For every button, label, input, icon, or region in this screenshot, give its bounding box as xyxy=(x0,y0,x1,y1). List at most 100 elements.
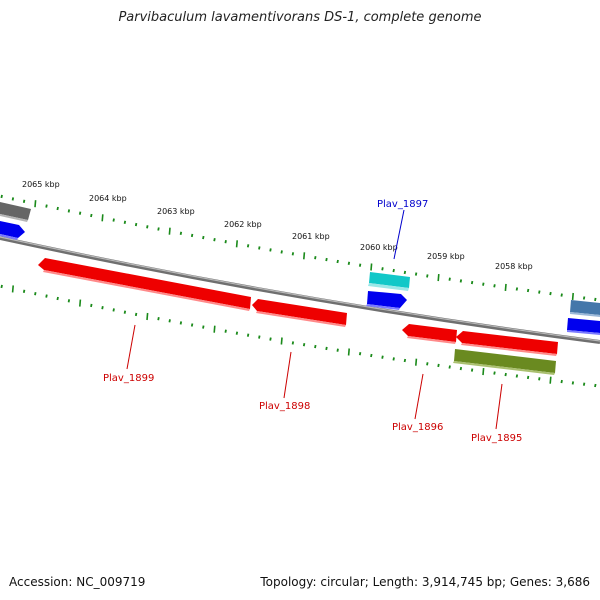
scale-tick xyxy=(258,246,261,250)
scale-tick xyxy=(426,362,429,366)
scale-tick xyxy=(392,357,395,361)
scale-label: 2062 kbp xyxy=(224,220,262,229)
gene-gray-left[interactable] xyxy=(0,202,31,222)
scale-tick xyxy=(22,199,26,203)
scale-tick xyxy=(22,289,26,293)
scale-tick xyxy=(224,240,227,244)
scale-tick xyxy=(515,374,519,378)
scale-label: 2060 kbp xyxy=(360,243,398,252)
scale-tick xyxy=(0,284,3,289)
gene-olive[interactable] xyxy=(453,349,556,375)
scale-tick xyxy=(403,270,407,275)
scale-tick xyxy=(112,218,115,222)
scale-tick xyxy=(168,227,171,235)
scale-tick xyxy=(549,376,552,384)
gene-label-plav-1899[interactable]: Plav_1899 xyxy=(103,373,154,384)
scale-tick xyxy=(526,375,530,380)
scale-tick xyxy=(0,194,3,199)
scale-tick xyxy=(123,220,127,224)
gene-blue-right[interactable] xyxy=(567,318,600,335)
scale-tick xyxy=(179,321,183,325)
gene-blue-left[interactable] xyxy=(0,221,25,240)
scale-tick xyxy=(179,231,183,235)
scale-tick xyxy=(347,348,350,356)
gene-plav-1895[interactable] xyxy=(456,331,558,356)
scale-tick xyxy=(45,204,48,208)
scale-tick xyxy=(101,306,104,310)
gene-steel-right[interactable] xyxy=(570,300,600,317)
scale-tick xyxy=(190,233,194,238)
gene-plav-1899[interactable] xyxy=(38,258,251,311)
scale-tick xyxy=(358,263,362,267)
scale-tick xyxy=(190,323,194,327)
scale-tick xyxy=(426,274,429,278)
scale-tick xyxy=(336,259,339,264)
scale-label: 2061 kbp xyxy=(292,232,330,241)
scale-tick xyxy=(549,291,552,296)
scale-tick xyxy=(448,365,451,369)
scale-tick xyxy=(560,379,563,384)
scale-tick xyxy=(314,344,317,349)
scale-tick xyxy=(56,296,59,301)
scale-tick xyxy=(202,325,205,329)
scale-tick xyxy=(79,299,82,307)
scale-label: 2065 kbp xyxy=(22,180,60,189)
scale-tick xyxy=(67,299,71,303)
scale-tick xyxy=(168,319,171,323)
scale-tick xyxy=(246,333,250,337)
scale-tick xyxy=(571,381,575,385)
scale-tick xyxy=(280,250,283,254)
scale-label: 2059 kbp xyxy=(427,252,465,261)
scale-tick xyxy=(269,337,272,341)
scale-tick xyxy=(112,308,115,312)
scale-tick xyxy=(11,197,15,201)
gene-label-plav-1896[interactable]: Plav_1896 xyxy=(392,422,443,433)
scale-tick xyxy=(34,200,37,208)
gene-label-plav-1895[interactable]: Plav_1895 xyxy=(471,433,522,444)
scale-tick xyxy=(291,252,295,256)
scale-tick xyxy=(280,337,283,345)
scale-tick xyxy=(11,285,14,293)
scale-tick xyxy=(213,238,216,242)
scale-tick xyxy=(146,225,149,229)
scale-tick xyxy=(291,341,295,345)
scale-tick xyxy=(459,366,463,371)
scale-tick xyxy=(314,256,317,260)
scale-tick xyxy=(336,348,339,352)
gene-label-plav-1897[interactable]: Plav_1897 xyxy=(377,199,428,210)
scale-tick xyxy=(90,303,93,308)
gene-plav-1896[interactable] xyxy=(402,324,457,344)
scale-tick xyxy=(56,206,59,211)
scale-tick xyxy=(582,296,586,300)
scale-tick xyxy=(437,363,440,368)
scale-tick xyxy=(493,284,496,288)
scale-tick xyxy=(482,368,485,376)
scale-tick xyxy=(459,279,463,283)
scale-tick xyxy=(224,329,227,333)
scale-tick xyxy=(437,274,440,282)
scale-tick xyxy=(157,227,160,231)
scale-tick xyxy=(34,292,37,296)
gene-plav-1897[interactable] xyxy=(368,272,410,291)
scale-tick xyxy=(403,358,407,363)
genome-backbone xyxy=(0,236,600,344)
scale-tick xyxy=(90,213,93,218)
inner-scale-ticks xyxy=(0,284,597,388)
scale-tick xyxy=(269,248,272,252)
scale-tick xyxy=(325,257,328,262)
scale-tick xyxy=(101,214,104,222)
scale-tick xyxy=(560,293,563,297)
scale-tick xyxy=(325,346,328,351)
gene-blue-center[interactable] xyxy=(366,291,407,310)
scale-tick xyxy=(213,325,216,333)
gene-plav-1898[interactable] xyxy=(252,299,347,327)
scale-tick xyxy=(258,335,261,339)
scale-tick xyxy=(538,290,541,294)
scale-tick xyxy=(202,235,205,240)
scale-tick xyxy=(515,287,519,291)
gene-label-plav-1898[interactable]: Plav_1898 xyxy=(259,401,310,412)
scale-tick xyxy=(526,288,530,293)
scale-label: 2058 kbp xyxy=(495,262,533,271)
scale-tick xyxy=(504,283,507,291)
